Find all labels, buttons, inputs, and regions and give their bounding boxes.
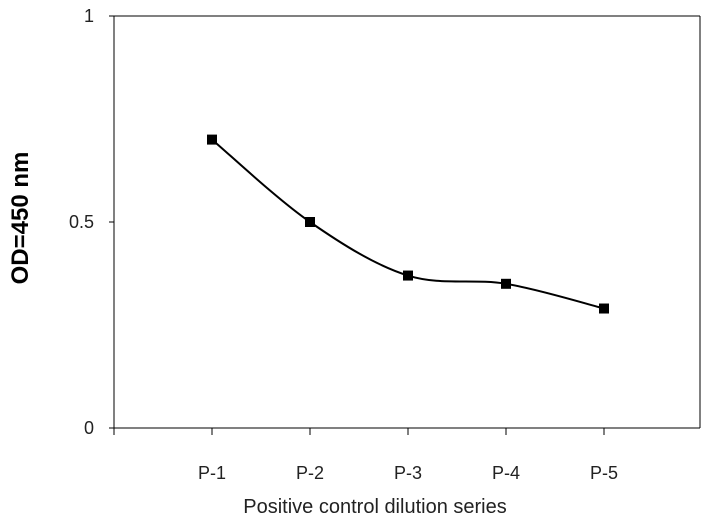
x-axis-title: Positive control dilution series bbox=[243, 496, 506, 518]
x-axis-ticks: P-1 P-2 P-3 P-4 P-5 bbox=[113, 428, 618, 483]
y-tick-label: 1 bbox=[84, 6, 94, 26]
x-tick-label: P-5 bbox=[590, 463, 618, 483]
x-tick-label: P-1 bbox=[198, 463, 226, 483]
x-tick-label: P-4 bbox=[492, 463, 520, 483]
y-axis-title: OD=450 nm bbox=[7, 152, 34, 285]
series-layer bbox=[207, 134, 609, 314]
data-point-marker bbox=[599, 303, 609, 314]
y-tick-label: 0 bbox=[84, 418, 94, 438]
x-tick-label: P-3 bbox=[394, 463, 422, 483]
series-line bbox=[211, 138, 605, 310]
data-point-marker bbox=[207, 134, 217, 145]
data-point-marker bbox=[403, 270, 413, 281]
x-tick-label: P-2 bbox=[296, 463, 324, 483]
data-point-marker bbox=[305, 217, 315, 227]
y-tick-label: 0.5 bbox=[69, 212, 94, 232]
y-axis-ticks: 00.51 bbox=[69, 6, 114, 438]
plot-frame bbox=[113, 15, 701, 429]
data-point-marker bbox=[501, 278, 511, 289]
